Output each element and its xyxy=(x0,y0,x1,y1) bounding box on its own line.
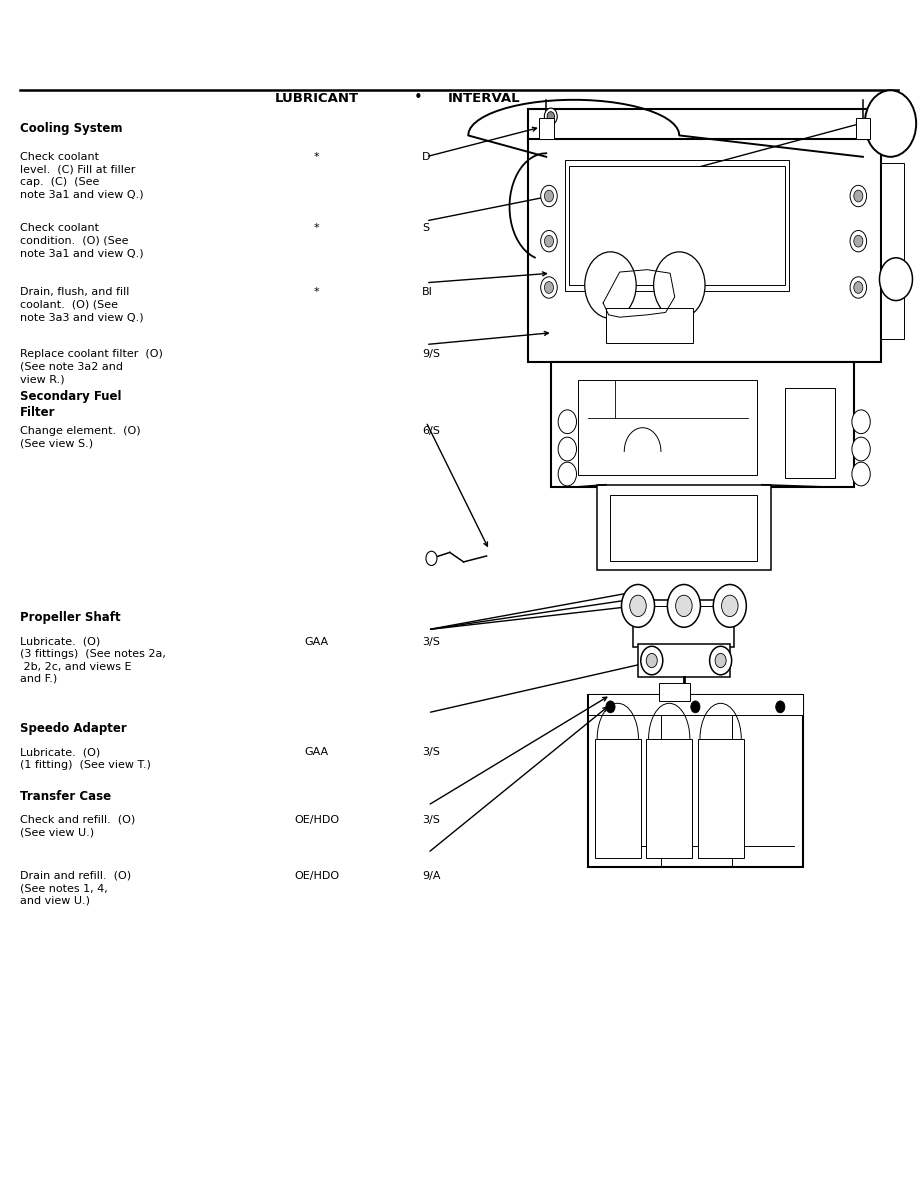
Bar xyxy=(569,166,785,285)
Circle shape xyxy=(426,551,437,565)
Text: *: * xyxy=(314,287,319,297)
Bar xyxy=(528,109,881,143)
Text: Check coolant
condition.  (O) (See
note 3a1 and view Q.): Check coolant condition. (O) (See note 3… xyxy=(20,223,144,258)
Circle shape xyxy=(879,258,912,301)
Bar xyxy=(638,644,730,677)
Bar xyxy=(588,695,803,867)
Bar xyxy=(606,308,693,343)
Circle shape xyxy=(676,595,692,617)
Text: Secondary Fuel
Filter: Secondary Fuel Filter xyxy=(20,390,122,418)
Text: •: • xyxy=(413,89,422,105)
Bar xyxy=(610,495,757,561)
Text: Change element.  (O)
(See view S.): Change element. (O) (See view S.) xyxy=(20,426,140,449)
Circle shape xyxy=(558,462,577,486)
Text: Speedo Adapter: Speedo Adapter xyxy=(20,722,127,735)
Text: 9/S: 9/S xyxy=(422,349,441,359)
Circle shape xyxy=(865,90,916,157)
Text: 6/S: 6/S xyxy=(422,426,440,436)
Text: INTERVAL: INTERVAL xyxy=(447,91,521,105)
Bar xyxy=(551,362,854,487)
Circle shape xyxy=(544,235,554,247)
Circle shape xyxy=(850,185,867,207)
Text: Drain and refill.  (O)
(See notes 1, 4,
and view U.): Drain and refill. (O) (See notes 1, 4, a… xyxy=(20,871,131,905)
Text: GAA: GAA xyxy=(305,637,329,646)
Circle shape xyxy=(541,277,557,298)
Text: 3/S: 3/S xyxy=(422,747,440,757)
Bar xyxy=(528,139,881,362)
Circle shape xyxy=(547,112,554,121)
Text: Cooling System: Cooling System xyxy=(20,122,123,135)
Circle shape xyxy=(654,252,705,318)
Text: Drain, flush, and fill
coolant.  (O) (See
note 3a3 and view Q.): Drain, flush, and fill coolant. (O) (See… xyxy=(20,287,144,322)
Bar xyxy=(659,683,690,701)
Circle shape xyxy=(854,235,863,247)
Circle shape xyxy=(544,108,557,125)
Circle shape xyxy=(541,230,557,252)
Text: BI: BI xyxy=(422,287,433,297)
Circle shape xyxy=(710,646,732,675)
Bar xyxy=(785,388,835,478)
Circle shape xyxy=(852,437,870,461)
Text: 9/A: 9/A xyxy=(422,871,441,880)
Text: Lubricate.  (O)
(1 fitting)  (See view T.): Lubricate. (O) (1 fitting) (See view T.) xyxy=(20,747,151,770)
Circle shape xyxy=(850,230,867,252)
Text: Propeller Shaft: Propeller Shaft xyxy=(20,611,121,624)
Bar xyxy=(588,694,803,715)
Circle shape xyxy=(854,282,863,293)
Circle shape xyxy=(713,584,746,627)
Text: 3/S: 3/S xyxy=(422,815,440,824)
Text: 3/S: 3/S xyxy=(422,637,440,646)
Bar xyxy=(856,118,870,139)
Text: Check coolant
level.  (C) Fill at filler
cap.  (C)  (See
note 3a1 and view Q.): Check coolant level. (C) Fill at filler … xyxy=(20,152,144,200)
Circle shape xyxy=(850,277,867,298)
Circle shape xyxy=(854,190,863,202)
Bar xyxy=(698,739,744,858)
Bar xyxy=(595,739,641,858)
Text: Lubricate.  (O)
(3 fittings)  (See notes 2a,
 2b, 2c, and views E
and F.): Lubricate. (O) (3 fittings) (See notes 2… xyxy=(20,637,166,684)
Circle shape xyxy=(776,701,785,713)
Circle shape xyxy=(544,282,554,293)
Circle shape xyxy=(621,584,655,627)
Circle shape xyxy=(558,437,577,461)
Bar xyxy=(646,739,692,858)
Circle shape xyxy=(630,595,646,617)
Circle shape xyxy=(544,190,554,202)
Text: S: S xyxy=(422,223,430,233)
Circle shape xyxy=(646,653,657,668)
Text: OE/HDO: OE/HDO xyxy=(294,871,340,880)
Circle shape xyxy=(585,252,636,318)
Circle shape xyxy=(641,646,663,675)
Bar xyxy=(565,160,789,291)
Text: Replace coolant filter  (O)
(See note 3a2 and
view R.): Replace coolant filter (O) (See note 3a2… xyxy=(20,349,163,384)
Circle shape xyxy=(715,653,726,668)
Text: LUBRICANT: LUBRICANT xyxy=(274,91,359,105)
Text: OE/HDO: OE/HDO xyxy=(294,815,340,824)
Text: Check and refill.  (O)
(See view U.): Check and refill. (O) (See view U.) xyxy=(20,815,136,838)
Text: *: * xyxy=(314,152,319,162)
Bar xyxy=(578,380,757,475)
Circle shape xyxy=(852,462,870,486)
Circle shape xyxy=(606,701,615,713)
Bar xyxy=(633,600,734,647)
Circle shape xyxy=(691,701,700,713)
Circle shape xyxy=(667,584,700,627)
Text: GAA: GAA xyxy=(305,747,329,757)
Circle shape xyxy=(852,410,870,434)
Bar xyxy=(539,118,554,139)
Circle shape xyxy=(722,595,738,617)
Bar xyxy=(881,163,904,339)
Text: Transfer Case: Transfer Case xyxy=(20,790,111,803)
Text: D: D xyxy=(422,152,431,162)
Text: *: * xyxy=(314,223,319,233)
Bar xyxy=(597,485,771,570)
Circle shape xyxy=(541,185,557,207)
Circle shape xyxy=(558,410,577,434)
